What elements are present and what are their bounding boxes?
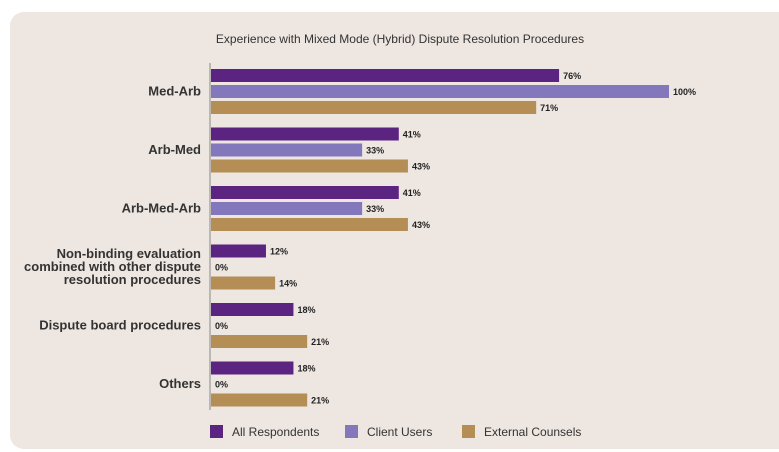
bar-value-label: 43%	[412, 162, 430, 172]
bar-value-label: 41%	[403, 130, 421, 140]
legend-swatch	[210, 425, 223, 438]
category-label: combined with other dispute	[24, 259, 201, 274]
bar-value-label: 12%	[270, 247, 288, 257]
category-label: Arb-Med-Arb	[122, 201, 201, 216]
bar-value-label: 33%	[366, 204, 384, 214]
category-label: Others	[159, 376, 201, 391]
bar-external-counsels	[211, 218, 408, 231]
bar-value-label: 76%	[563, 71, 581, 81]
bar-all-respondents	[211, 186, 399, 199]
bar-value-label: 18%	[297, 364, 315, 374]
bar-value-label: 0%	[215, 263, 228, 273]
legend-swatch	[462, 425, 475, 438]
legend-label: External Counsels	[484, 425, 581, 439]
bar-external-counsels	[211, 101, 537, 114]
bar-value-label: 14%	[279, 279, 297, 289]
bar-external-counsels	[211, 393, 308, 407]
category-label: Non-binding evaluation	[57, 246, 201, 261]
bar-value-label: 43%	[412, 220, 430, 230]
legend-swatch	[345, 425, 358, 438]
bar-external-counsels	[211, 276, 276, 290]
bar-all-respondents	[211, 127, 399, 141]
legend-label: Client Users	[367, 425, 432, 439]
bar-value-label: 33%	[366, 146, 384, 156]
bar-all-respondents	[211, 69, 560, 82]
bar-value-label: 21%	[311, 337, 329, 347]
bar-value-label: 21%	[311, 396, 329, 406]
category-label: Med-Arb	[148, 84, 201, 99]
bar-all-respondents	[211, 361, 294, 375]
bar-value-label: 0%	[215, 380, 228, 390]
bar-client-users	[211, 143, 363, 157]
bar-client-users	[211, 85, 669, 98]
bar-value-label: 100%	[673, 87, 696, 97]
bar-client-users	[211, 202, 363, 215]
category-label: Arb-Med	[148, 142, 201, 157]
bar-external-counsels	[211, 159, 408, 173]
bar-external-counsels	[211, 335, 308, 348]
bar-all-respondents	[211, 303, 294, 316]
legend-label: All Respondents	[232, 425, 319, 439]
bar-value-label: 41%	[403, 188, 421, 198]
category-label: Dispute board procedures	[39, 318, 201, 333]
category-label: resolution procedures	[64, 272, 201, 287]
bar-value-label: 18%	[297, 305, 315, 315]
chart-title: Experience with Mixed Mode (Hybrid) Disp…	[216, 32, 584, 46]
bar-value-label: 0%	[215, 321, 228, 331]
bar-value-label: 71%	[540, 103, 558, 113]
bar-all-respondents	[211, 244, 266, 258]
